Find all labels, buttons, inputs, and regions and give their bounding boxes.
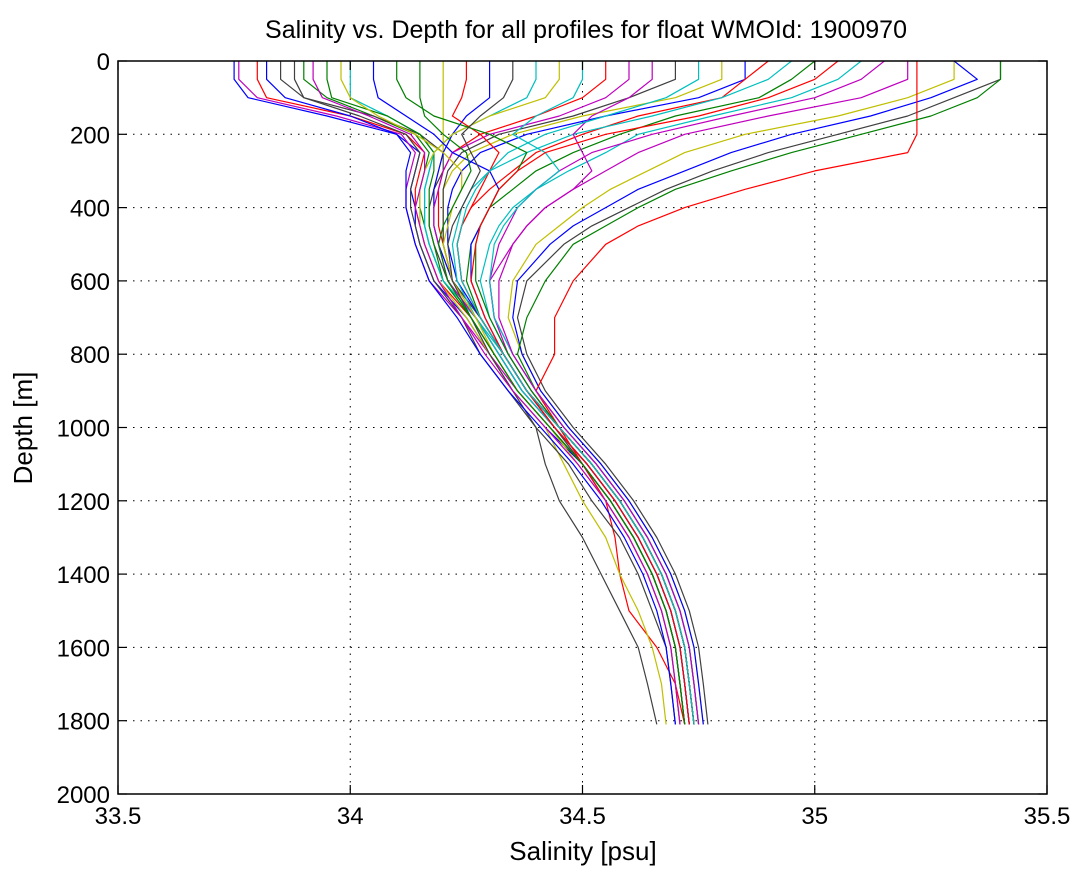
x-tick-label: 35.5 bbox=[1024, 803, 1071, 830]
series-group bbox=[233, 61, 1002, 725]
profile-line-40 bbox=[312, 61, 681, 725]
profile-line-33 bbox=[498, 61, 700, 725]
y-tick-label: 2000 bbox=[57, 782, 110, 809]
x-tick-label: 35 bbox=[801, 803, 828, 830]
y-tick-label: 1600 bbox=[57, 635, 110, 662]
y-tick-label: 1200 bbox=[57, 489, 110, 516]
x-axis-label: Salinity [psu] bbox=[509, 836, 656, 866]
profile-line-38 bbox=[419, 61, 686, 725]
profile-line-23 bbox=[535, 61, 918, 725]
y-tick-label: 800 bbox=[70, 342, 110, 369]
profile-line-36 bbox=[266, 61, 676, 725]
y-tick-label: 600 bbox=[70, 269, 110, 296]
profile-line-28 bbox=[293, 61, 658, 725]
y-tick-label: 1400 bbox=[57, 562, 110, 589]
x-tick-label: 34.5 bbox=[559, 803, 606, 830]
profile-line-35 bbox=[447, 61, 676, 725]
profile-line-27 bbox=[419, 61, 667, 725]
y-tick-label: 1800 bbox=[57, 709, 110, 736]
y-axis-label: Depth [m] bbox=[8, 372, 38, 485]
profile-line-39 bbox=[456, 61, 700, 725]
y-tick-label: 0 bbox=[97, 49, 110, 76]
chart-title: Salinity vs. Depth for all profiles for … bbox=[265, 16, 907, 44]
y-tick-label: 1000 bbox=[57, 416, 110, 443]
x-tick-label: 34 bbox=[337, 803, 364, 830]
profile-line-22 bbox=[512, 61, 978, 725]
x-tick-label: 33.5 bbox=[95, 803, 142, 830]
profile-line-21 bbox=[516, 61, 1002, 725]
plot-area bbox=[118, 61, 1047, 794]
ticks: 33.5 34 34.5 35 35.5 0 200 400 600 800 1000 1200 140… bbox=[57, 49, 1071, 830]
y-tick-label: 400 bbox=[70, 196, 110, 223]
y-tick-label: 200 bbox=[70, 122, 110, 149]
